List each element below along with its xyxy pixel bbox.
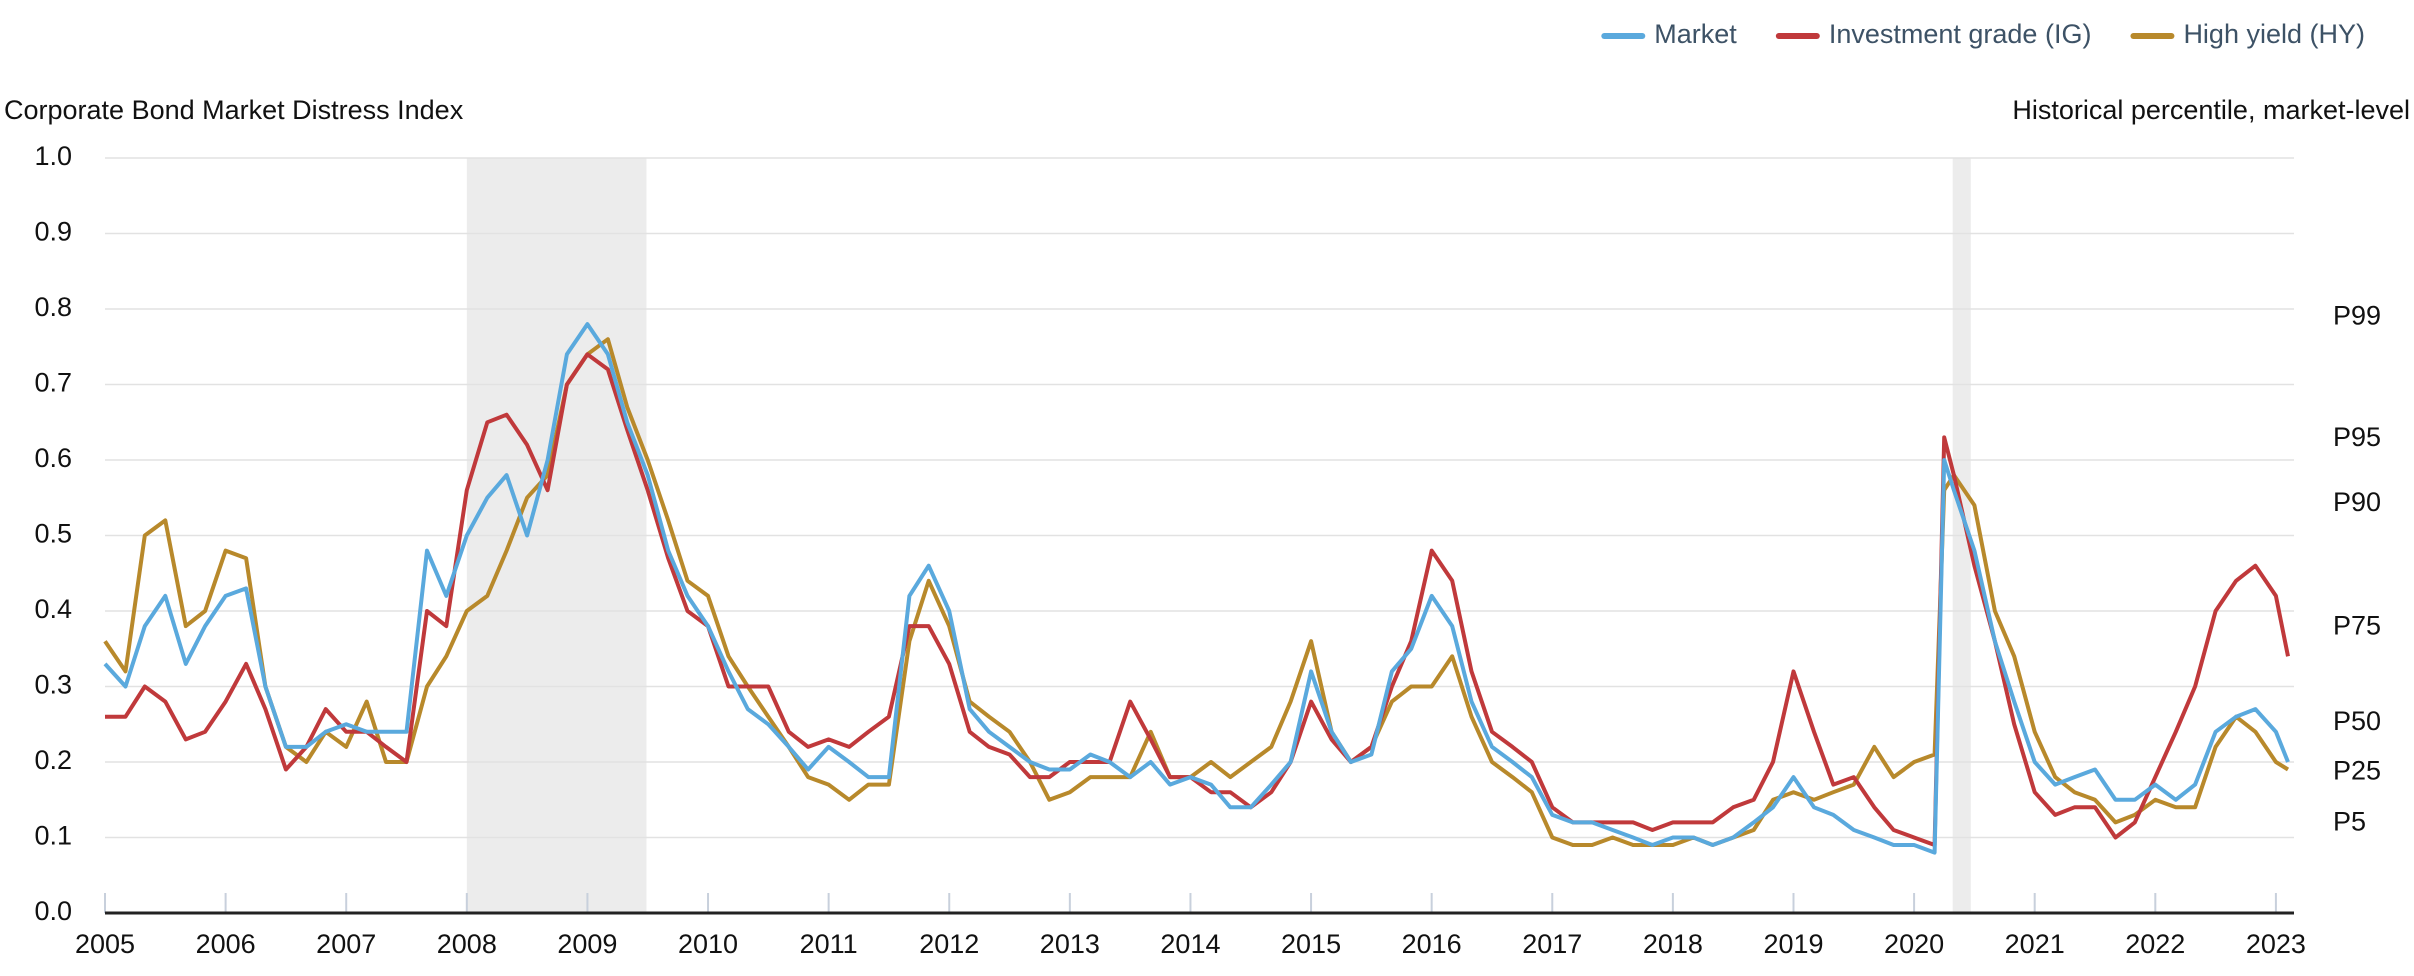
x-tick-label: 2022 (2125, 929, 2185, 959)
legend-label: Investment grade (IG) (1829, 19, 2092, 49)
y-tick-label: 0.0 (34, 896, 72, 926)
x-tick-label: 2006 (196, 929, 256, 959)
y2-tick-label: P25 (2333, 756, 2381, 786)
x-tick-label: 2012 (919, 929, 979, 959)
x-tick-label: 2014 (1160, 929, 1220, 959)
x-tick-label: 2005 (75, 929, 135, 959)
y-tick-label: 0.1 (34, 821, 72, 851)
y2-tick-label: P5 (2333, 806, 2366, 836)
legend-label: Market (1654, 19, 1737, 49)
y2-tick-label: P95 (2333, 422, 2381, 452)
y-tick-label: 0.6 (34, 443, 72, 473)
x-tick-label: 2010 (678, 929, 738, 959)
x-tick-label: 2008 (437, 929, 497, 959)
y-tick-label: 0.2 (34, 745, 72, 775)
y-tick-label: 0.8 (34, 292, 72, 322)
x-tick-label: 2011 (800, 929, 858, 959)
y-tick-label: 0.4 (34, 594, 72, 624)
y-tick-label: 0.9 (34, 217, 72, 247)
x-tick-label: 2020 (1884, 929, 1944, 959)
x-tick-label: 2016 (1402, 929, 1462, 959)
y-tick-label: 0.7 (34, 368, 72, 398)
x-tick-label: 2007 (316, 929, 376, 959)
legend-label: High yield (HY) (2183, 19, 2365, 49)
y2-axis-title: Historical percentile, market-level (2012, 95, 2410, 125)
y2-tick-label: P50 (2333, 706, 2381, 736)
y-tick-label: 1.0 (34, 141, 72, 171)
x-tick-label: 2009 (557, 929, 617, 959)
series-line (103, 322, 2290, 855)
x-tick-label: 2023 (2246, 929, 2306, 959)
y-tick-label: 0.3 (34, 670, 72, 700)
x-tick-label: 2021 (2005, 929, 2065, 959)
x-tick-label: 2017 (1522, 929, 1582, 959)
x-tick-label: 2019 (1763, 929, 1823, 959)
y2-tick-label: P90 (2333, 487, 2381, 517)
y-axis-title: Corporate Bond Market Distress Index (4, 95, 464, 125)
x-tick-label: 2015 (1281, 929, 1341, 959)
x-tick-label: 2018 (1643, 929, 1703, 959)
y2-tick-label: P75 (2333, 611, 2381, 641)
y-tick-label: 0.5 (34, 519, 72, 549)
y2-tick-label: P99 (2333, 300, 2381, 330)
x-tick-label: 2013 (1040, 929, 1100, 959)
